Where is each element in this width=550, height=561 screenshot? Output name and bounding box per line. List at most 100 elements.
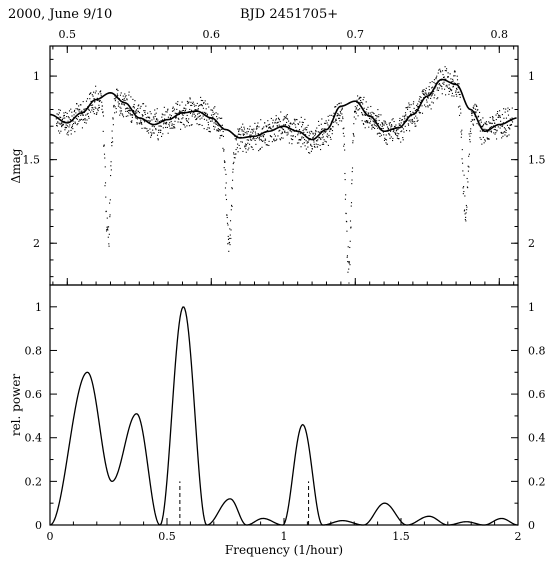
light-curve-point	[205, 103, 207, 105]
light-curve-point	[121, 98, 124, 101]
light-curve-point	[511, 107, 513, 109]
light-curve-point	[217, 128, 219, 130]
light-curve-point	[361, 101, 363, 104]
light-curve-point	[348, 261, 351, 263]
light-curve-point	[126, 107, 128, 109]
light-curve-point	[495, 118, 497, 121]
light-curve-point	[261, 139, 263, 142]
light-curve-point	[114, 106, 116, 108]
light-curve-point	[259, 148, 261, 150]
bottom-y-tick-label: 0.8	[25, 344, 43, 357]
light-curve-point	[251, 139, 253, 141]
light-curve-point	[143, 119, 145, 122]
light-curve-point	[359, 96, 361, 98]
light-curve-point	[171, 123, 173, 125]
light-curve-point	[130, 96, 132, 98]
light-curve-point	[484, 128, 486, 130]
light-curve-point	[180, 128, 182, 130]
light-curve-point	[184, 107, 186, 109]
light-curve-point	[136, 123, 138, 125]
light-curve-point	[351, 167, 354, 169]
light-curve-point	[254, 139, 256, 142]
light-curve-point	[352, 142, 354, 144]
light-curve-point	[139, 123, 141, 125]
light-curve-point	[242, 150, 244, 152]
light-curve-point	[157, 119, 159, 121]
light-curve-point	[198, 105, 200, 107]
light-curve-point	[112, 124, 114, 126]
light-curve-point	[133, 110, 135, 112]
light-curve-point	[111, 130, 113, 132]
light-curve-point	[476, 105, 478, 107]
light-curve-point	[127, 110, 129, 112]
light-curve-point	[80, 110, 82, 112]
light-curve-point	[128, 110, 130, 112]
light-curve-point	[506, 124, 509, 126]
light-curve-point	[198, 112, 200, 114]
light-curve-point	[448, 93, 450, 95]
light-curve-point	[501, 137, 503, 139]
light-curve-point	[290, 122, 292, 124]
light-curve-point	[245, 144, 248, 146]
light-curve-point	[349, 264, 351, 266]
light-curve-point	[397, 135, 399, 137]
light-curve-point	[116, 88, 118, 90]
light-curve-point	[464, 209, 466, 211]
light-curve-point	[286, 117, 288, 120]
light-curve-point	[381, 125, 383, 127]
light-curve-point	[316, 127, 318, 129]
light-curve-point	[234, 138, 236, 140]
light-curve-point	[237, 151, 239, 153]
light-curve-point	[198, 115, 200, 117]
light-curve-point	[307, 124, 309, 126]
light-curve-point	[147, 112, 149, 114]
light-curve-point	[377, 127, 379, 129]
light-curve-point	[293, 118, 295, 120]
light-curve-point	[358, 109, 360, 111]
light-curve-point	[103, 145, 105, 147]
light-curve-point	[264, 142, 266, 144]
light-curve-point	[457, 106, 460, 108]
light-curve-point	[129, 109, 131, 111]
light-curve-point	[419, 112, 422, 114]
light-curve-point	[437, 72, 439, 74]
light-curve-point	[456, 88, 458, 90]
light-curve-point	[426, 99, 428, 101]
light-curve-point	[202, 99, 204, 102]
light-curve-point	[421, 91, 423, 93]
light-curve-point	[298, 142, 300, 144]
light-curve-point	[249, 125, 251, 127]
light-curve-point	[250, 134, 252, 136]
bottom-y-tick-label: 0	[35, 519, 42, 532]
light-curve-point	[169, 127, 171, 129]
light-curve-point	[85, 122, 87, 124]
light-curve-point	[282, 129, 285, 131]
light-curve-point	[369, 120, 372, 122]
light-curve-point	[410, 104, 412, 106]
light-curve-point	[335, 106, 337, 108]
light-curve-point	[95, 85, 97, 87]
light-curve-point	[144, 113, 146, 115]
light-curve-point	[299, 133, 301, 135]
light-curve-point	[82, 101, 84, 103]
light-curve-point	[214, 113, 216, 115]
bottom-x-tick-label: 1.5	[392, 530, 410, 543]
light-curve-point	[282, 128, 284, 130]
light-curve-point	[203, 128, 205, 130]
light-curve-point	[201, 105, 203, 107]
light-curve-point	[477, 116, 479, 118]
light-curve-point	[161, 113, 163, 115]
light-curve-point	[488, 130, 490, 132]
light-curve-point	[367, 106, 369, 108]
light-curve-point	[170, 115, 172, 117]
light-curve-point	[91, 107, 93, 109]
light-curve-point	[56, 124, 58, 126]
light-curve-point	[276, 138, 278, 140]
bottom-x-tick-label: 0	[47, 530, 54, 543]
light-curve-point	[511, 121, 514, 123]
light-curve-point	[221, 128, 223, 130]
light-curve-point	[166, 122, 168, 124]
light-curve-point	[346, 256, 348, 258]
light-curve-point	[374, 124, 376, 126]
light-curve-point	[206, 119, 208, 121]
